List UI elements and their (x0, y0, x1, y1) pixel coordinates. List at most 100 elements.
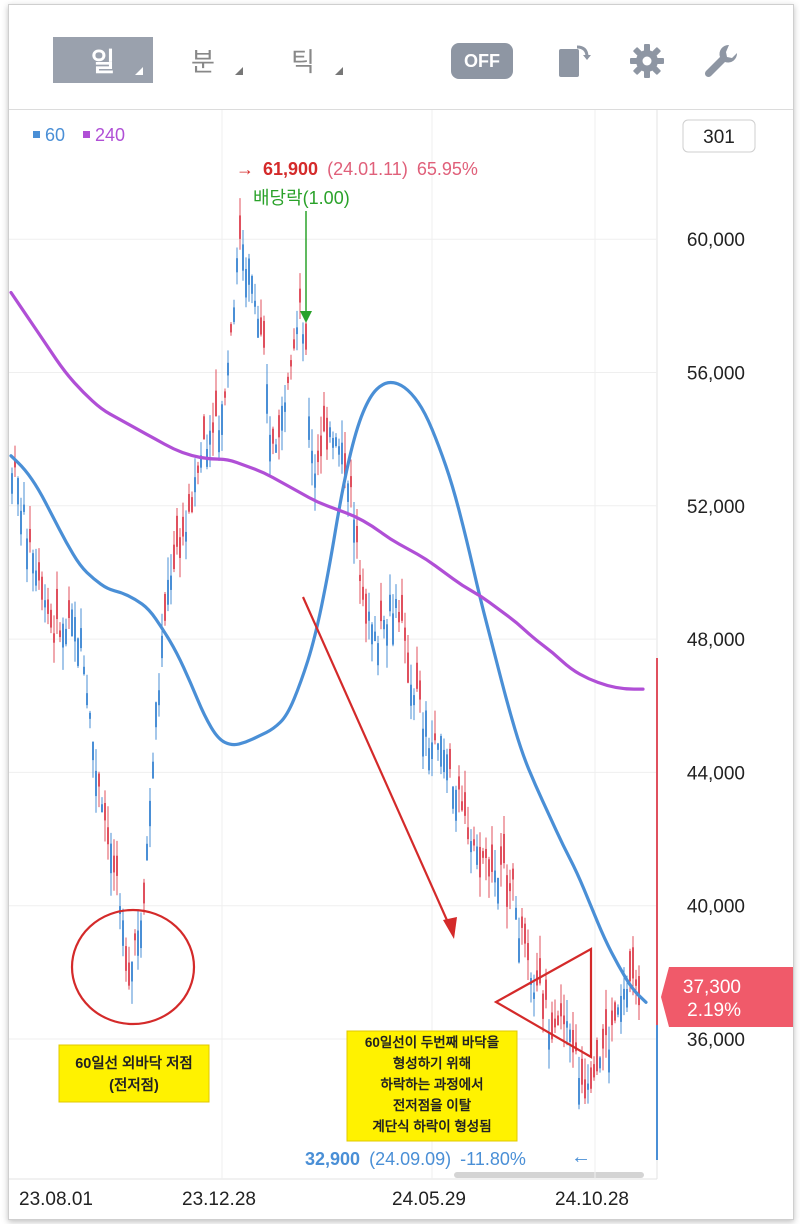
candle-body (20, 510, 22, 535)
candle-body (242, 244, 244, 271)
low-price: 32,900 (305, 1149, 360, 1169)
candle-body (575, 1042, 577, 1052)
candle-body (590, 1067, 592, 1089)
candle-body (293, 339, 295, 349)
candle-body (371, 624, 373, 645)
candle-body (377, 643, 379, 666)
tab-minute-label: 분 (191, 46, 215, 77)
candle-body (551, 1012, 553, 1040)
candle-body (353, 519, 355, 543)
candle-body (542, 993, 544, 1019)
tab-minute[interactable]: 분 (153, 37, 253, 83)
candle-body (488, 859, 490, 877)
stock-chart[interactable]: 36,000 40,000 44,000 48,000 52,000 56,000 60,0… (9, 5, 793, 1219)
candle-body (407, 652, 409, 683)
y-tick-label: 56,000 (687, 364, 745, 385)
note-right-line-2: 형성하기 위해 (393, 1055, 471, 1071)
candle-body (263, 320, 265, 348)
low-pct: -11.80% (460, 1149, 526, 1169)
candle-body (470, 841, 472, 853)
candle-body (266, 384, 268, 414)
candle-body (506, 875, 508, 907)
candle-body (203, 416, 205, 440)
candle-body (236, 258, 238, 273)
candle-body (224, 391, 226, 398)
candle-body (554, 1018, 556, 1028)
period-input[interactable] (682, 119, 756, 153)
candle-body (131, 961, 133, 982)
candle-body (233, 307, 235, 322)
candle-body (479, 846, 481, 878)
candle-body (314, 473, 316, 488)
candle-body (155, 702, 157, 728)
candle-body (440, 735, 442, 767)
candle-body (83, 666, 85, 675)
candle-body (620, 995, 622, 1022)
candle-body (29, 528, 31, 543)
candle-body (581, 1058, 583, 1085)
candle-body (491, 844, 493, 872)
current-pct: 2.19% (687, 1000, 741, 1021)
price-candles (11, 198, 640, 1110)
low-price-annotation: 32,900 (24.09.09) -11.80% (305, 1149, 526, 1169)
candle-body (539, 958, 541, 984)
candle-body (110, 843, 112, 874)
ma-60-line (9, 380, 648, 1004)
y-axis-ticks: 36,000 40,000 44,000 48,000 52,000 56,000 60,0… (687, 230, 745, 1051)
horizontal-scrollbar[interactable] (454, 1172, 644, 1178)
candle-body (128, 962, 130, 986)
triangle-pattern-marker (493, 947, 593, 1059)
candle-body (140, 920, 142, 949)
candle-body (146, 843, 148, 861)
candle-body (572, 1029, 574, 1053)
candle-body (308, 416, 310, 440)
candle-body (521, 916, 523, 928)
candle-body (548, 1032, 550, 1050)
candle-body (197, 465, 199, 473)
candle-body (365, 593, 367, 624)
candle-body (509, 883, 511, 892)
gear-icon[interactable] (627, 41, 667, 81)
candle-body (383, 619, 385, 630)
candle-body (593, 1064, 595, 1078)
candle-body (134, 933, 136, 941)
candle-body (53, 633, 55, 643)
tab-minute-dropdown-icon (235, 67, 243, 75)
candle-body (38, 562, 40, 581)
x-tick-label: 23.08.01 (19, 1189, 93, 1210)
candle-body (533, 992, 535, 999)
off-toggle-button[interactable]: OFF (451, 43, 513, 79)
candle-body (86, 693, 88, 706)
candle-body (473, 839, 475, 846)
note-right-line-1: 60일선이 두번째 바닥을 (365, 1034, 499, 1050)
candle-body (419, 680, 421, 700)
candle-body (80, 628, 82, 649)
candle-body (221, 404, 223, 435)
candle-body (392, 613, 394, 645)
candle-body (578, 1077, 580, 1105)
candle-body (443, 749, 445, 773)
candle-body (41, 576, 43, 600)
note-left-line-2: (전저점) (109, 1076, 159, 1094)
candle-body (212, 422, 214, 433)
candle-body (614, 1002, 616, 1021)
period-value: 301 (703, 127, 735, 148)
tab-tick[interactable]: 틱 (253, 37, 353, 83)
candle-body (467, 827, 469, 840)
candle-body (461, 801, 463, 811)
candle-body (47, 599, 49, 614)
candle-body (503, 833, 505, 864)
high-arrow: → (236, 159, 254, 179)
candle-body (527, 943, 529, 961)
candle-body (515, 907, 517, 920)
tab-day[interactable]: 일 (53, 37, 153, 83)
candle-body (281, 405, 283, 431)
candle-body (380, 600, 382, 622)
candle-body (278, 415, 280, 438)
rotate-screen-icon[interactable] (553, 41, 593, 81)
note-right-line-3: 하락하는 과정에서 (380, 1076, 483, 1092)
candle-body (101, 804, 103, 813)
candle-body (587, 1083, 589, 1090)
wrench-icon[interactable] (701, 41, 741, 81)
note-left-box (58, 1044, 210, 1103)
